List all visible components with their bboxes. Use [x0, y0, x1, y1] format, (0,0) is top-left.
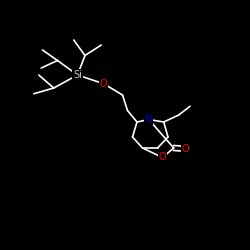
Text: O: O: [181, 144, 189, 154]
Text: N: N: [145, 114, 152, 124]
Text: O: O: [100, 79, 108, 89]
Text: Si: Si: [73, 70, 82, 80]
Text: O: O: [159, 152, 166, 162]
